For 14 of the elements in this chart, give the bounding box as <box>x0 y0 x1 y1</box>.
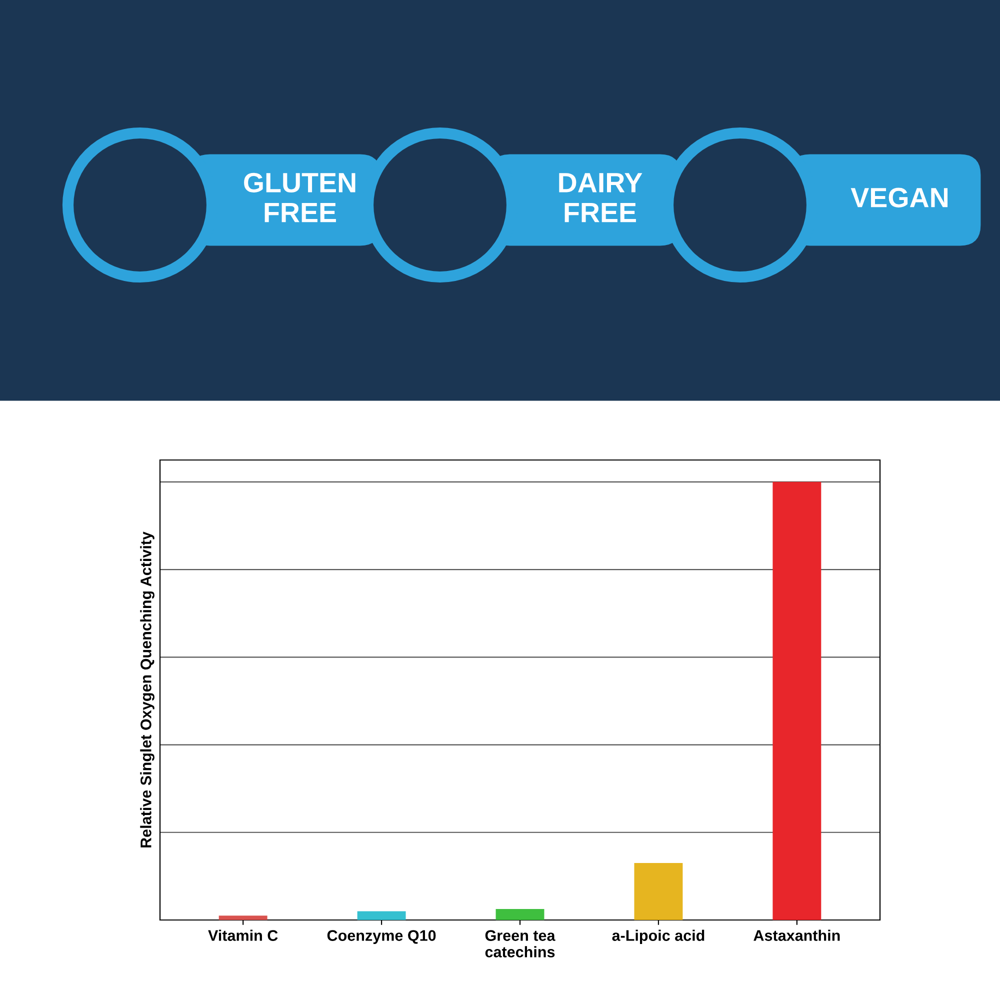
x-tick-label: Vitamin C <box>208 930 278 941</box>
x-tick-label: Green tea catechins <box>485 930 556 958</box>
bar <box>634 863 683 920</box>
text: GLUTEN FREE <box>244 172 356 222</box>
y-axis-title: Relative Singlet Oxygen Quenching Activity <box>140 532 154 848</box>
x-tick-label: a-Lipoic acid <box>612 930 704 944</box>
x-tick-label: Coenzyme Q10 <box>327 930 436 944</box>
bar <box>218 916 268 920</box>
bar <box>772 482 822 920</box>
bar <box>496 909 544 920</box>
text: VEGAN <box>850 188 948 208</box>
x-tick-label: Astaxanthin <box>754 930 840 941</box>
text: DAIRY FREE <box>559 173 642 222</box>
bar <box>357 911 406 920</box>
